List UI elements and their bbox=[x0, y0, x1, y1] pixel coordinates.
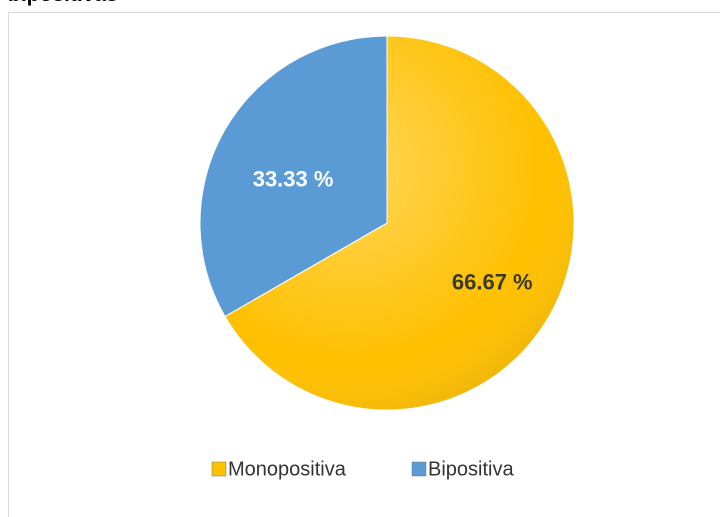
data-label: 66.67 % bbox=[452, 270, 533, 295]
legend-label: Bipositiva bbox=[428, 458, 514, 480]
legend-swatch bbox=[411, 461, 427, 477]
pie-slice bbox=[199, 35, 388, 318]
chart-title: bipositivas bbox=[8, 0, 118, 6]
pie: 66.67 % 33.33 % bbox=[199, 35, 575, 411]
legend-label: Monopositiva bbox=[228, 458, 347, 480]
legend-swatch bbox=[211, 461, 227, 477]
data-label: 33.33 % bbox=[253, 167, 334, 192]
legend: Monopositiva Bipositiva bbox=[211, 458, 514, 480]
